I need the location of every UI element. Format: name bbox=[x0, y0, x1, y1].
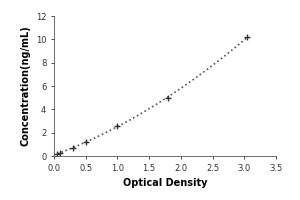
X-axis label: Optical Density: Optical Density bbox=[123, 178, 207, 188]
Y-axis label: Concentration(ng/mL): Concentration(ng/mL) bbox=[20, 26, 30, 146]
